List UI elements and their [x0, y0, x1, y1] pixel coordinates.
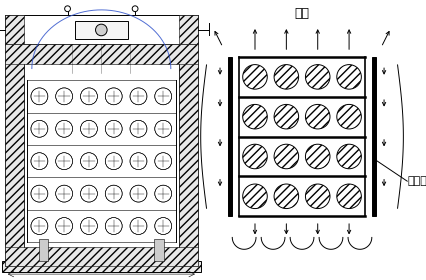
Bar [154, 239, 164, 261]
Circle shape [31, 218, 48, 235]
Circle shape [80, 185, 97, 202]
Circle shape [273, 104, 298, 129]
Circle shape [130, 88, 147, 105]
Circle shape [55, 218, 72, 235]
Circle shape [55, 120, 72, 137]
Bar [227, 57, 231, 216]
Circle shape [55, 153, 72, 170]
Circle shape [154, 218, 171, 235]
Circle shape [80, 218, 97, 235]
Bar [5, 247, 197, 266]
Circle shape [105, 88, 122, 105]
Circle shape [31, 120, 48, 137]
Circle shape [105, 185, 122, 202]
Circle shape [80, 120, 97, 137]
Circle shape [105, 153, 122, 170]
Bar [5, 45, 197, 266]
Circle shape [95, 24, 107, 36]
Text: 風道: 風道 [294, 7, 309, 20]
Circle shape [336, 65, 360, 89]
Bar [5, 45, 197, 64]
Circle shape [31, 88, 48, 105]
Circle shape [105, 120, 122, 137]
Circle shape [273, 65, 298, 89]
Circle shape [130, 218, 147, 235]
Bar [5, 45, 24, 266]
Circle shape [305, 184, 329, 209]
Circle shape [31, 153, 48, 170]
Bar [5, 15, 24, 45]
Circle shape [242, 65, 267, 89]
Circle shape [130, 185, 147, 202]
Text: 導流板: 導流板 [406, 176, 426, 186]
Circle shape [336, 144, 360, 169]
Circle shape [130, 153, 147, 170]
Circle shape [154, 153, 171, 170]
Bar [38, 239, 48, 261]
Bar [2, 261, 200, 272]
Circle shape [273, 144, 298, 169]
Circle shape [154, 185, 171, 202]
Circle shape [305, 144, 329, 169]
Circle shape [154, 88, 171, 105]
Circle shape [64, 6, 70, 12]
Circle shape [336, 104, 360, 129]
Circle shape [31, 185, 48, 202]
Circle shape [242, 104, 267, 129]
Circle shape [242, 184, 267, 209]
Circle shape [80, 153, 97, 170]
Bar [75, 21, 127, 39]
Circle shape [336, 184, 360, 209]
Circle shape [130, 120, 147, 137]
Circle shape [305, 104, 329, 129]
Circle shape [80, 88, 97, 105]
Circle shape [132, 6, 138, 12]
Bar [5, 15, 197, 45]
Bar [371, 57, 375, 216]
Circle shape [305, 65, 329, 89]
Circle shape [55, 88, 72, 105]
Circle shape [242, 144, 267, 169]
Bar [178, 15, 197, 45]
Circle shape [55, 185, 72, 202]
Circle shape [273, 184, 298, 209]
Circle shape [154, 120, 171, 137]
Circle shape [105, 218, 122, 235]
Bar [178, 45, 197, 266]
